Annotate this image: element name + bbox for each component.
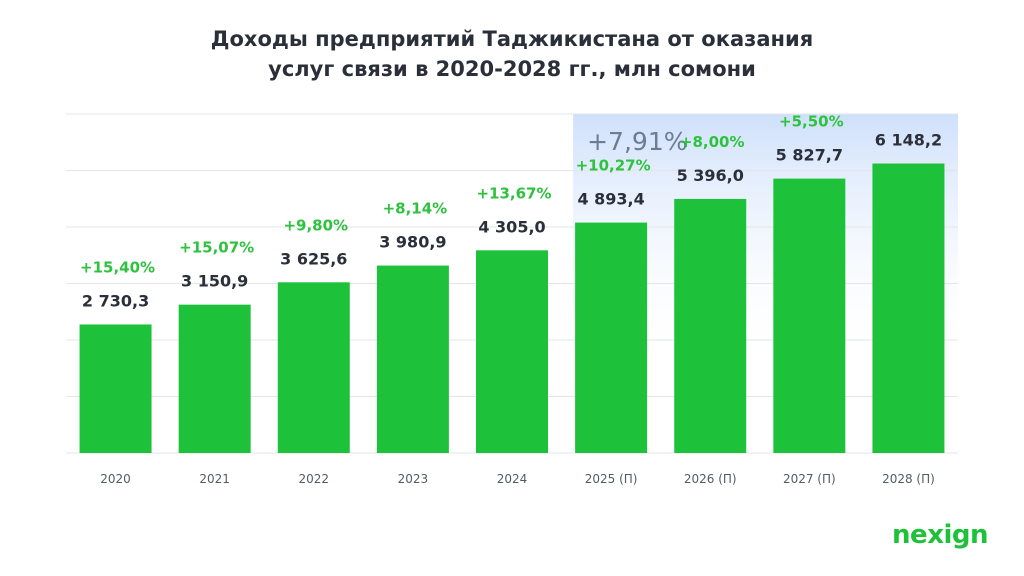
bar: [872, 163, 945, 453]
growth-rate-label: +15,07%: [179, 239, 254, 257]
x-tick-label: 2022: [299, 472, 330, 486]
bar: [178, 304, 251, 453]
bar: [575, 222, 648, 453]
x-tick-label: 2024: [497, 472, 528, 486]
x-tick-label: 2025 (П): [585, 472, 638, 486]
growth-rate-label: +8,14%: [383, 200, 448, 218]
growth-rate-label: +5,50%: [779, 113, 844, 131]
bar: [79, 324, 152, 453]
bar: [376, 265, 449, 453]
bar-value-label: 6 148,2: [875, 131, 942, 150]
growth-rate-label: +15,40%: [80, 258, 155, 276]
bar-value-label: 3 625,6: [280, 249, 347, 268]
growth-rate-label: +8,00%: [680, 133, 745, 151]
bar-value-label: 4 893,4: [577, 190, 644, 209]
bar-value-label: 5 827,7: [776, 146, 843, 165]
bar: [773, 178, 846, 453]
nexign-logo: nexign: [892, 520, 988, 550]
forecast-average-growth-label: +7,91%: [587, 127, 687, 156]
chart-title-line-1: Доходы предприятий Таджикистана от оказа…: [210, 27, 814, 51]
x-tick-label: 2021: [199, 472, 230, 486]
x-tick-label: 2027 (П): [783, 472, 836, 486]
x-tick-label: 2023: [398, 472, 429, 486]
bar-value-label: 2 730,3: [82, 291, 149, 310]
bar: [277, 282, 350, 453]
bar: [476, 250, 548, 453]
bar-value-label: 4 305,0: [478, 217, 545, 236]
bar-value-label: 3 150,9: [181, 272, 248, 291]
bar-value-label: 5 396,0: [677, 166, 744, 185]
x-tick-label: 2026 (П): [684, 472, 737, 486]
growth-rate-label: +13,67%: [476, 184, 551, 202]
bar: [674, 198, 747, 453]
x-tick-label: 2020: [100, 472, 131, 486]
growth-rate-label: +10,27%: [576, 157, 651, 175]
bar-value-label: 3 980,9: [379, 233, 446, 252]
x-tick-label: 2028 (П): [882, 472, 935, 486]
chart-title: Доходы предприятий Таджикистана от оказа…: [0, 24, 1024, 84]
growth-rate-label: +9,80%: [283, 216, 348, 234]
chart-title-line-2: услуг связи в 2020-2028 гг., млн сомони: [268, 57, 756, 81]
